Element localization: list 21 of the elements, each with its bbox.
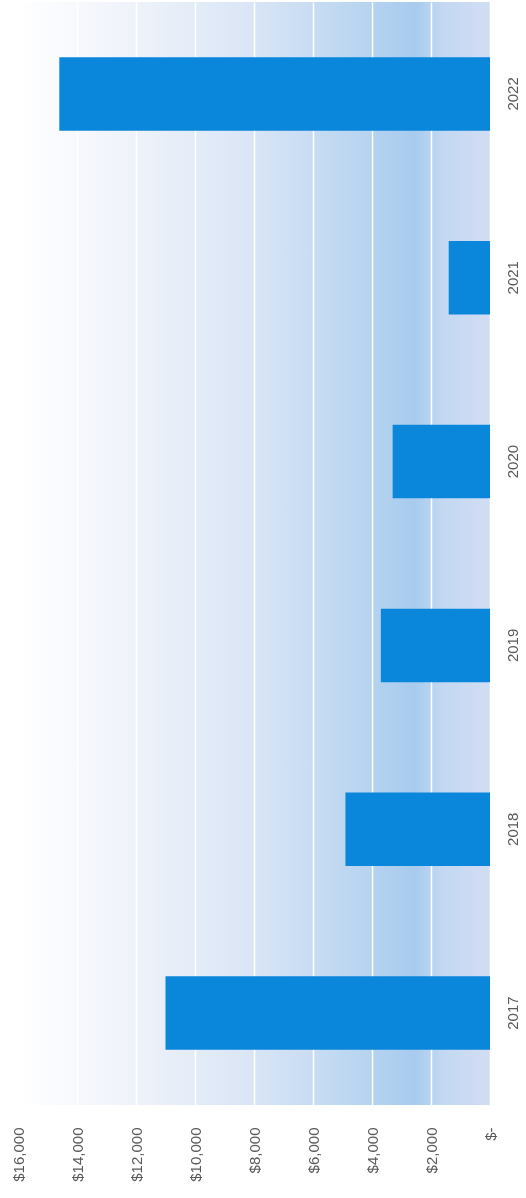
x-tick-label: $12,000 <box>127 1127 145 1182</box>
bar <box>380 608 490 683</box>
y-tick-label: 2021 <box>503 261 521 295</box>
x-tick-label: $16,000 <box>9 1127 27 1182</box>
x-tick-label: $14,000 <box>68 1127 86 1182</box>
bar <box>345 792 490 867</box>
bar <box>165 976 490 1050</box>
x-tick-label: $6,000 <box>304 1127 322 1174</box>
x-tick-label: $- <box>481 1127 499 1141</box>
bar <box>392 424 490 499</box>
y-tick-label: 2019 <box>503 628 521 663</box>
y-tick-label: 2022 <box>503 77 521 111</box>
x-tick-label: $2,000 <box>422 1127 440 1174</box>
x-tick-label: $4,000 <box>363 1127 381 1174</box>
y-tick-label: 2017 <box>503 996 521 1030</box>
bar <box>448 240 490 315</box>
y-tick-label: 2020 <box>503 444 521 479</box>
bar <box>59 57 490 131</box>
y-tick-label: 2018 <box>503 812 521 846</box>
x-tick-label: $10,000 <box>186 1127 204 1182</box>
x-tick-label: $8,000 <box>245 1127 263 1174</box>
